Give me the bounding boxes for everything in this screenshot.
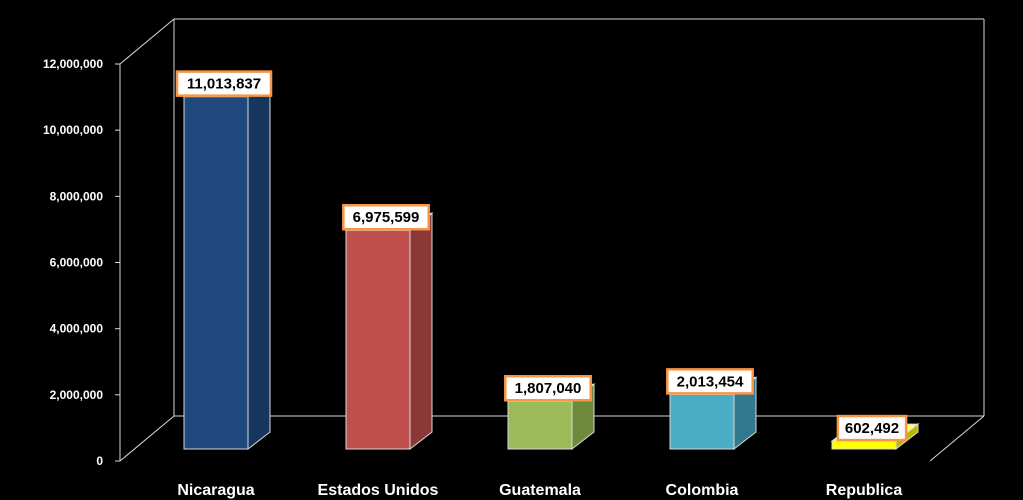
y-tick-label: 8,000,000 — [50, 189, 104, 203]
category-label: Estados Unidos — [318, 482, 439, 499]
floor-left-edge — [119, 415, 175, 462]
category-label: Colombia — [666, 482, 739, 499]
y-axis-ticks: 0 2,000,000 4,000,000 6,000,000 8,000,000 10,… — [43, 57, 120, 468]
category-label: Nicaragua — [177, 482, 254, 499]
wall-top-diagonal — [119, 18, 175, 65]
y-tick-label: 2,000,000 — [50, 388, 104, 402]
data-label-box — [175, 70, 273, 97]
category-label: Republica — [826, 482, 903, 499]
data-label-text: 2,013,454 — [677, 373, 744, 390]
bar-side-face — [247, 78, 271, 451]
bar-front-face — [507, 400, 573, 450]
data-label: 2,013,454 — [666, 368, 754, 395]
data-label-text: 11,013,837 — [187, 76, 261, 93]
y-tick-label: 6,000,000 — [50, 256, 104, 270]
data-label: 6,975,599 — [342, 203, 430, 231]
data-label-text: 6,975,599 — [353, 209, 420, 226]
y-tick-label: 0 — [96, 454, 103, 468]
bar-front-face — [183, 96, 249, 450]
y-tick-label: 4,000,000 — [50, 322, 104, 336]
data-label-box — [836, 414, 908, 442]
data-labels: 11,013,837 6,975,599 1,807,040 2,013,454 602… — [175, 70, 908, 442]
data-label: 602,492 — [836, 414, 908, 442]
y-tick-label: 10,000,000 — [43, 123, 103, 137]
data-label-text: 602,492 — [845, 420, 899, 437]
data-label-box — [342, 203, 430, 231]
bar-estados-unidos — [344, 212, 434, 451]
data-label: 11,013,837 — [175, 70, 273, 97]
x-axis-categories: Nicaragua Estados Unidos Guatemala Colombia… — [177, 482, 902, 499]
category-label: Guatemala — [499, 482, 581, 499]
data-label-box — [504, 374, 592, 402]
bar-nicaragua — [182, 78, 272, 451]
bar-front-face — [831, 440, 897, 450]
data-label-box — [666, 368, 754, 395]
bar-side-face — [409, 212, 433, 451]
data-label-text: 1,807,040 — [515, 380, 582, 397]
floor-right-edge — [929, 415, 985, 462]
bar-front-face — [345, 229, 411, 450]
y-tick-label: 12,000,000 — [43, 57, 103, 71]
data-label: 1,807,040 — [504, 374, 592, 402]
bar-front-face — [669, 393, 735, 450]
